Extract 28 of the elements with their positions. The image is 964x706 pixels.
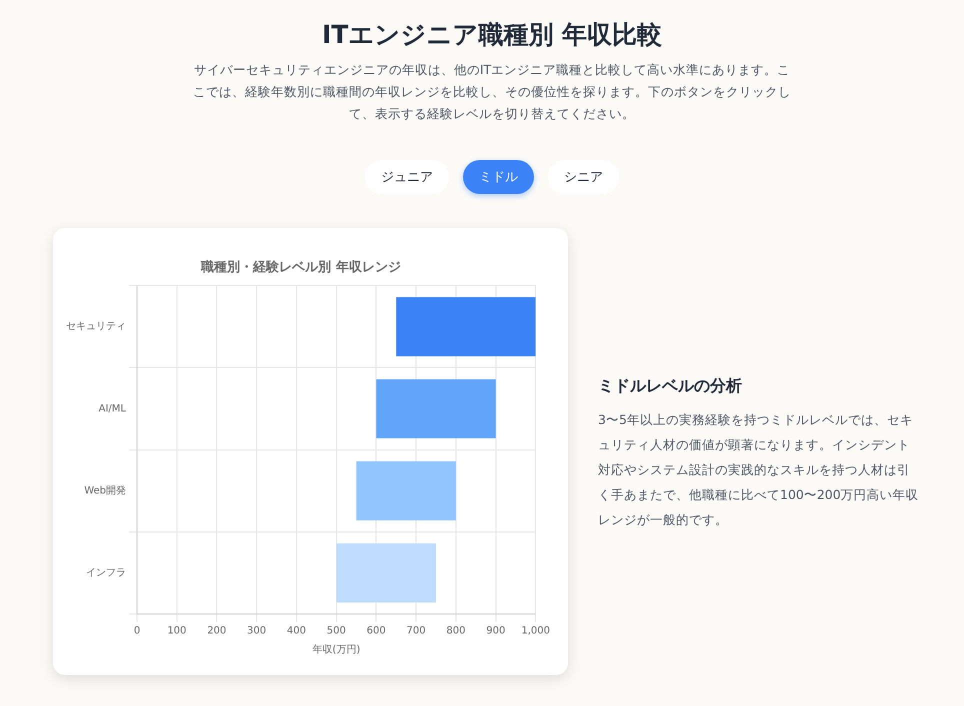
bar <box>376 379 496 438</box>
x-tick-label: 800 <box>446 626 466 637</box>
x-tick-label: 0 <box>134 626 140 637</box>
y-tick-label: セキュリティ <box>66 321 126 332</box>
bar <box>356 461 456 520</box>
x-axis-title: 年収(万円) <box>312 644 360 656</box>
x-tick-label: 900 <box>486 626 506 637</box>
text: サイバーセキュリティエンジニアの年収は、他のITエンジニア職種と比較して高い水準にあります。ここでは、経験年数別に職種間の年収レンジを比較し、その優位性を探ります。下のボタンをクリックして、表示する経験レベルを切り替えてください。 <box>192 61 792 123</box>
y-tick-label: Web開発 <box>84 485 126 496</box>
text: ミドルレベルの分析 <box>598 376 743 397</box>
x-tick-label: 400 <box>286 626 306 637</box>
bar <box>336 543 436 603</box>
toggle-button[interactable]: ミドル <box>463 160 534 194</box>
x-tick-label: 600 <box>366 626 386 637</box>
bar <box>396 297 536 356</box>
x-tick-label: 700 <box>406 626 426 637</box>
x-tick-label: 200 <box>207 626 226 637</box>
text: 3〜5年以上の実務経験を持つミドルレベルでは、セキュリティ人材の価値が顕著になります。インシデント対応やシステム設計の実践的なスキルを持つ人材は引く手あまたで、他職種に比べて100〜200万円高い年収レンジが一般的です。 <box>598 411 920 529</box>
y-tick-label: AI/ML <box>98 403 126 414</box>
x-tick-label: 500 <box>326 626 346 637</box>
x-tick-label: 1,000 <box>521 626 550 637</box>
x-tick-label: 100 <box>167 626 186 637</box>
chart-title: 職種別・経験レベル別 年収レンジ <box>200 259 401 276</box>
toggle-button[interactable]: シニア <box>548 160 619 194</box>
toggle-button[interactable]: ジュニア <box>365 160 449 194</box>
text: ITエンジニア職種別 年収比較 <box>320 19 664 51</box>
y-tick-label: インフラ <box>86 568 126 579</box>
x-tick-label: 300 <box>247 626 266 637</box>
